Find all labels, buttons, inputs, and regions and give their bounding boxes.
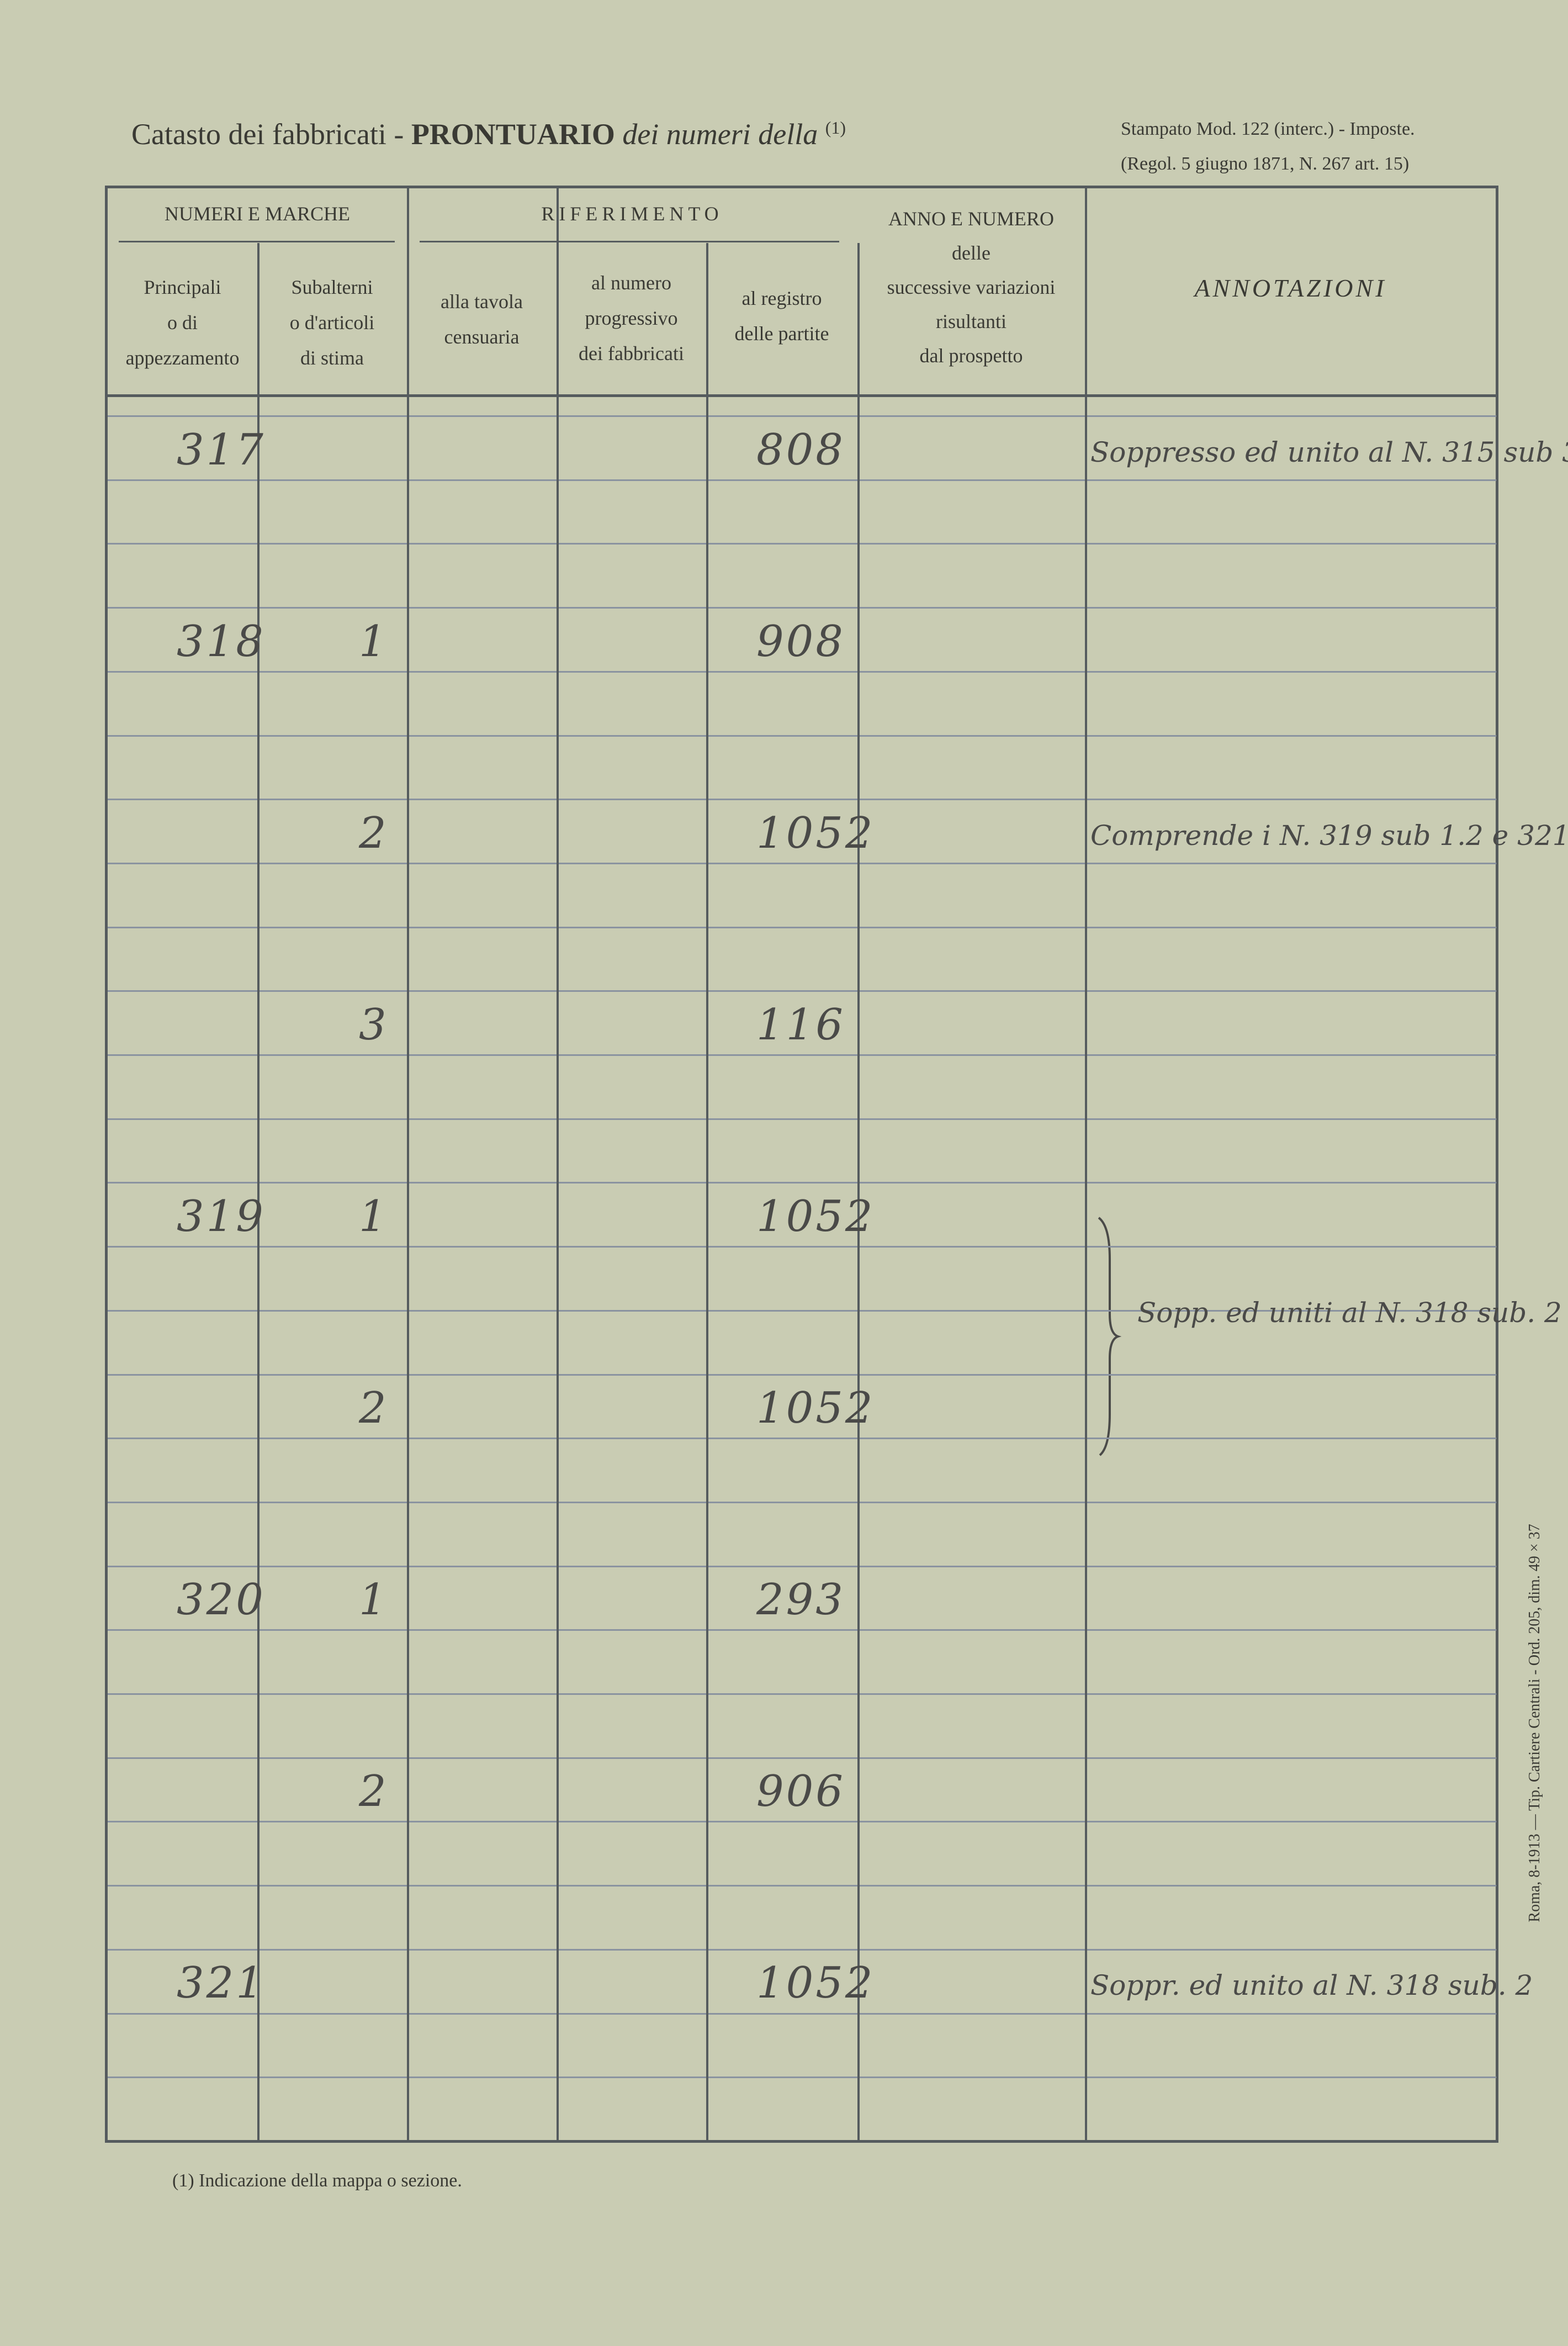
subaltern-number: 2: [359, 1383, 389, 1433]
column-header: al registro delle partite: [734, 287, 829, 345]
rule-line: [108, 862, 1496, 864]
footnote: (1) Indicazione della mappa o sezione.: [172, 2170, 462, 2191]
annotation: Comprende i N. 319 sub 1.2 e 321: [1090, 820, 1568, 852]
subaltern-number: 1: [359, 1575, 389, 1625]
principal-number: 320: [177, 1575, 266, 1625]
printer-note: Roma, 8-1913 — Tip. Cartiere Centrali - …: [1526, 1524, 1543, 1922]
registry-number: 1052: [756, 809, 875, 858]
rule-line: [108, 1885, 1496, 1887]
rule-line: [108, 1757, 1496, 1759]
title-prefix: Catasto dei fabbricati -: [131, 118, 404, 151]
column-header: Subalterni o d'articoli di stima: [289, 276, 375, 369]
group-header: NUMERI E MARCHE: [164, 203, 350, 225]
header-rule: [105, 394, 1498, 397]
group-header: RIFERIMENTO: [541, 203, 723, 225]
subaltern-number: 1: [359, 617, 389, 667]
annotation: Soppresso ed unito al N. 315 sub 3: [1090, 436, 1568, 468]
registry-number: 1052: [756, 1383, 875, 1433]
principal-number: 317: [177, 425, 266, 475]
registry-number: 116: [756, 1000, 845, 1050]
column-line: [706, 243, 708, 2143]
principal-number: 321: [177, 1958, 266, 2008]
column-line: [1085, 186, 1087, 2143]
rule-line: [108, 1246, 1496, 1248]
brace: [1098, 1217, 1122, 1456]
column-line: [857, 243, 860, 2143]
registry-number: 1052: [756, 1192, 875, 1241]
rule-line: [108, 415, 1496, 417]
rule-line: [108, 1309, 1496, 1312]
registry-number: 808: [756, 425, 845, 475]
column-header: Principali o di appezzamento: [125, 276, 240, 369]
rule-line: [108, 1182, 1496, 1184]
principal-number: 318: [177, 617, 266, 667]
column-header: al numero progressivo dei fabbricati: [579, 272, 684, 364]
rule-line: [108, 2076, 1496, 2079]
registry-number: 1052: [756, 1958, 875, 2008]
rule-line: [108, 543, 1496, 545]
rule-line: [108, 1948, 1496, 1951]
column-line: [557, 186, 559, 2143]
group-rule: [119, 241, 395, 242]
title-bold: PRONTUARIO: [411, 118, 615, 151]
rule-line: [108, 1565, 1496, 1567]
group-rule: [420, 241, 839, 242]
rule-line: [108, 1054, 1496, 1056]
form-line: Stampato Mod. 122 (interc.) - Imposte.: [1121, 119, 1415, 139]
group-header: ANNO E NUMERO delle successive variazion…: [887, 208, 1056, 367]
annotation: Sopp. ed uniti al N. 318 sub. 2: [1137, 1297, 1562, 1329]
form-line: (Regol. 5 giugno 1871, N. 267 art. 15): [1121, 154, 1410, 174]
column-header: alla tavola censuaria: [441, 290, 523, 348]
rule-line: [108, 2012, 1496, 2015]
subaltern-number: 2: [359, 809, 389, 858]
subaltern-number: 1: [359, 1192, 389, 1241]
rule-line: [108, 1501, 1496, 1503]
subaltern-number: 3: [359, 1000, 389, 1050]
page-title: Catasto dei fabbricati - PRONTUARIO dei …: [131, 117, 846, 151]
rule-line: [108, 735, 1496, 737]
title-note: (1): [825, 118, 846, 138]
rule-line: [108, 926, 1496, 928]
principal-number: 319: [177, 1192, 266, 1241]
rule-line: [108, 1629, 1496, 1631]
rule-line: [108, 1438, 1496, 1440]
rule-line: [108, 1118, 1496, 1120]
registry-number: 906: [756, 1767, 845, 1816]
rule-line: [108, 607, 1496, 609]
rule-line: [108, 990, 1496, 992]
table-frame: [105, 186, 1498, 2143]
rule-line: [108, 670, 1496, 673]
subaltern-number: 2: [359, 1767, 389, 1816]
column-line: [257, 243, 259, 2143]
rule-line: [108, 1821, 1496, 1823]
rule-line: [108, 1693, 1496, 1695]
registry-number: 293: [756, 1575, 845, 1625]
title-italic: dei numeri della: [622, 118, 818, 151]
registry-number: 908: [756, 617, 845, 667]
rule-line: [108, 1373, 1496, 1376]
group-header: ANNOTAZIONI: [1194, 274, 1387, 302]
rule-line: [108, 479, 1496, 481]
annotation: Soppr. ed unito al N. 318 sub. 2: [1090, 1969, 1533, 2001]
column-line: [407, 186, 409, 2143]
rule-line: [108, 799, 1496, 801]
